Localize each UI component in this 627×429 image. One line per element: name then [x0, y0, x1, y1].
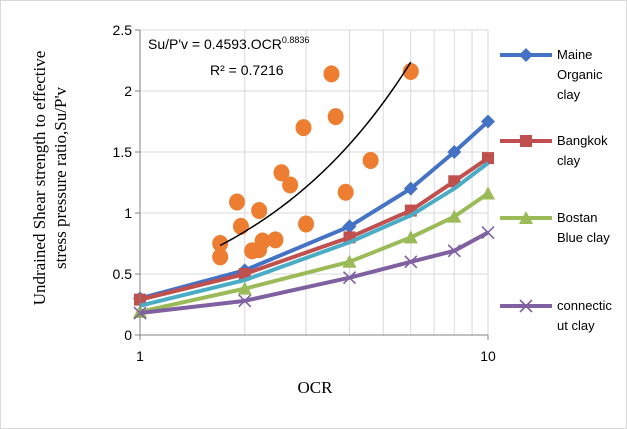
marker-square: [520, 135, 532, 147]
scatter-point: [232, 217, 249, 235]
scatter-point: [212, 248, 229, 266]
marker-diamond: [403, 181, 418, 196]
marker-triangle: [342, 254, 357, 268]
marker-x: [481, 225, 495, 240]
y-tick-label: 0: [124, 327, 132, 343]
marker-triangle: [481, 186, 495, 200]
marker-diamond: [519, 48, 533, 62]
marker-x: [447, 244, 461, 258]
series-line: [139, 191, 490, 314]
legend-label: clay: [557, 153, 581, 168]
scatter-point: [282, 176, 299, 194]
marker-square: [482, 152, 494, 165]
scatter-point: [273, 164, 290, 182]
series-line: [139, 161, 490, 308]
series-line: [139, 230, 489, 316]
scatter-point: [295, 119, 312, 137]
scatter-point: [327, 108, 344, 126]
y-tick-label: 2.5: [113, 22, 133, 38]
line-series: [133, 114, 495, 320]
series-bangkok-clay: [134, 152, 494, 306]
legend-item: Bangkok clay: [500, 133, 608, 168]
legend-item: connectic ut clay: [500, 298, 612, 333]
marker-x: [404, 255, 418, 269]
scatter-point: [267, 231, 284, 249]
x-axis-title: OCR: [298, 378, 334, 397]
legend-label: Organic: [557, 67, 603, 82]
marker-triangle: [403, 230, 418, 244]
marker-triangle: [447, 209, 462, 223]
x-tick-label: 10: [480, 348, 496, 364]
marker-triangle: [519, 211, 533, 224]
scatter-point: [298, 215, 315, 233]
scatter-point: [229, 193, 246, 211]
scatter-point: [323, 65, 340, 83]
series-unlabeled: [139, 161, 490, 308]
scatter-point: [337, 183, 354, 201]
marker-diamond: [481, 114, 495, 129]
legend-label: ut clay: [557, 318, 595, 333]
legend-label: Maine: [557, 47, 592, 62]
grid: [140, 29, 489, 335]
y-axis-title-line1: Undrained Shear strength to effective: [30, 51, 49, 306]
r-squared-text: R² = 0.7216: [210, 62, 284, 78]
legend-item: Bostan Blue clay: [500, 210, 610, 245]
trendline: [219, 61, 412, 247]
marker-x: [342, 271, 357, 285]
scatter-point: [212, 235, 229, 252]
equation-exponent: 0.8836: [282, 35, 310, 45]
trendline-path: [219, 61, 412, 247]
legend-label: connectic: [557, 298, 612, 313]
marker-x: [238, 294, 252, 308]
y-tick-label: 0.5: [113, 266, 133, 282]
y-axis-title: Undrained Shear strength to effective st…: [30, 51, 70, 306]
legend-label: Bangkok: [557, 133, 608, 148]
legend-label: Bostan: [557, 210, 597, 225]
y-tick-label: 1.5: [113, 144, 133, 160]
marker-x: [519, 299, 533, 313]
y-tick-label: 2: [124, 83, 132, 99]
tick-labels: 0 0.5 1 1.5 2 2.5 1 10: [113, 22, 496, 364]
legend-item: Maine Organic clay: [500, 47, 603, 102]
scatter-point: [251, 202, 268, 220]
series-maine-organic-clay: [133, 114, 495, 306]
y-axis-title-line2: stress pressure ratio,Su/P'v: [51, 86, 70, 269]
marker-diamond: [342, 219, 357, 234]
equation-text: Su/P'v = 0.4593.OCR0.8836: [148, 35, 309, 52]
equation-prefix: Su/P'v = 0.4593.OCR: [148, 36, 282, 52]
marker-triangle: [237, 281, 252, 295]
legend-label: Blue clay: [557, 230, 610, 245]
marker-diamond: [447, 145, 462, 159]
series-line: [139, 120, 490, 301]
scatter-series: [212, 62, 419, 266]
scatter-point: [362, 152, 379, 170]
scatter-point: [254, 232, 271, 250]
legend: Maine Organic clay Bangkok clay Bostan Blue cl…: [500, 47, 612, 333]
y-tick-label: 1: [124, 205, 132, 221]
x-tick-label: 1: [136, 348, 144, 364]
legend-label: clay: [557, 87, 581, 102]
series-bostan-blue-clay: [133, 186, 495, 318]
axes: [135, 29, 489, 340]
